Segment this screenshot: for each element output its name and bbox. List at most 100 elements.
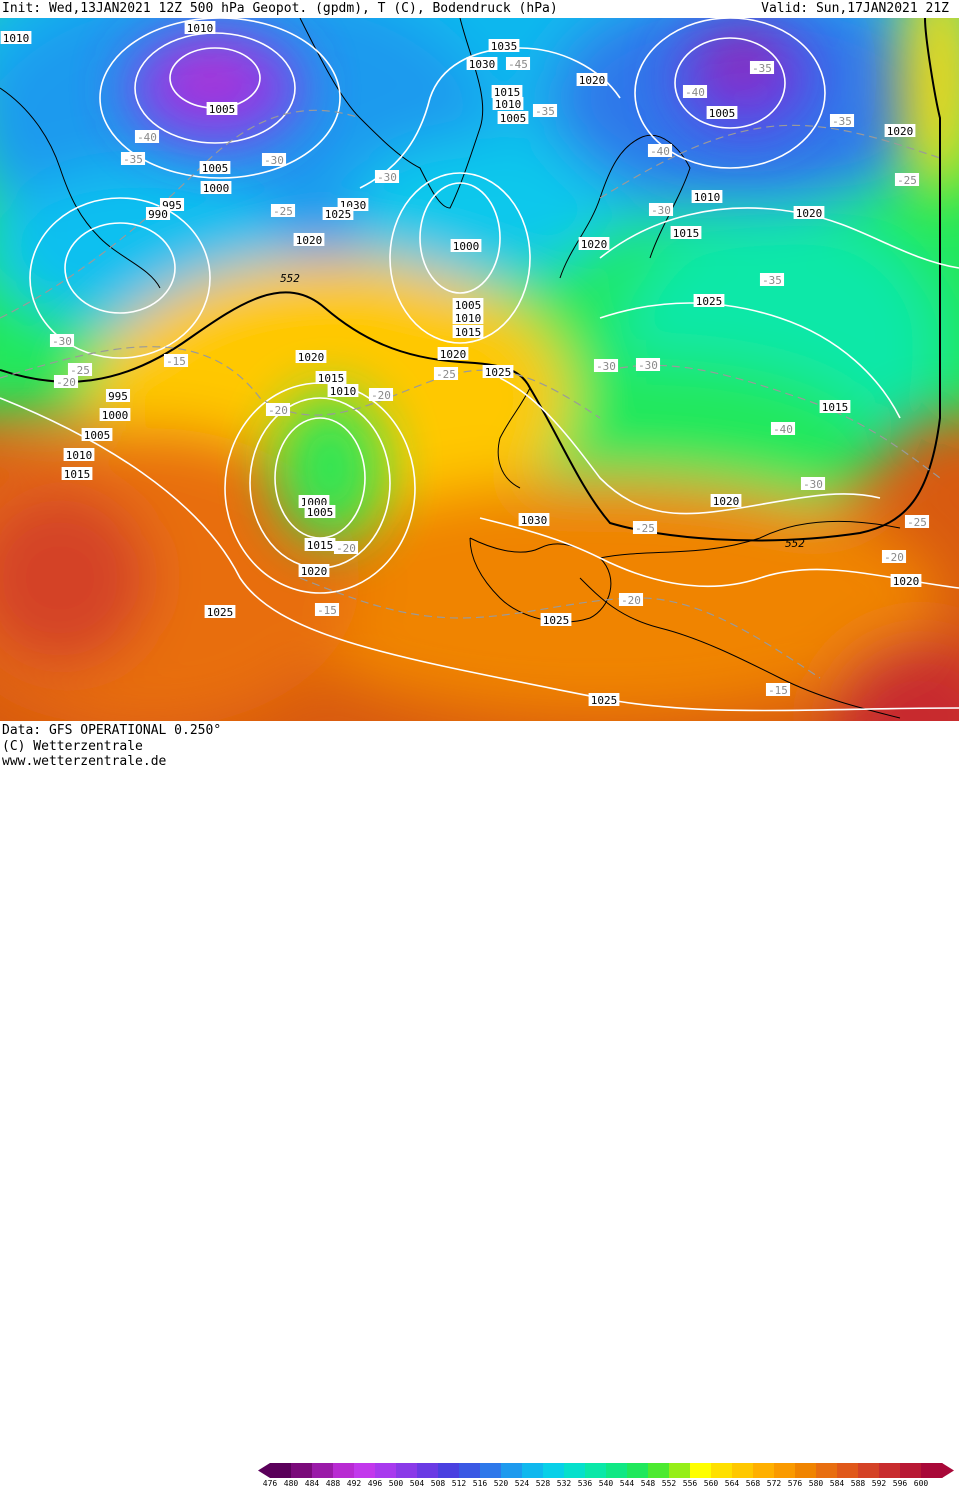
pressure-label-box [884,124,916,137]
geopotential-fill [0,18,959,721]
pressure-label: 1020 [710,494,742,508]
temperature-label: -30 [374,170,400,184]
temperature-label-box [904,515,930,528]
pressure-label-box [145,207,171,220]
temperature-label: -30 [635,358,661,372]
pressure-label-text: 1020 [887,125,914,138]
valid-time-text: Valid: Sun,17JAN2021 21Z [761,1,949,16]
pressure-label-box [693,294,725,307]
pressure-label-box [890,574,922,587]
pressure-label-box [437,347,469,360]
pressure-label-text: 1005 [307,506,334,519]
temperature-label-text: -30 [638,359,658,372]
pressure-label-text: 1010 [3,32,30,45]
geopotential-label: 552 [280,272,300,285]
colorbar-segment [312,1463,334,1478]
colorbar-segment [375,1463,397,1478]
pressure-label-text: 1025 [485,366,512,379]
temperature-label-box [618,593,644,606]
pressure-label-text: 1010 [495,98,522,111]
temperature-label: -35 [120,152,146,166]
geopotential-label-text: 552 [785,537,805,550]
pressure-label: 1015 [304,538,336,552]
pressure-label-text: 1015 [822,401,849,414]
temperature-label-box [53,375,79,388]
temperature-label-box [894,173,920,186]
geopotential-552-line [0,18,941,542]
pressure-label-text: 1010 [66,449,93,462]
colorbar-segment [753,1463,775,1478]
pressure-label: 1005 [452,298,484,312]
pressure-label-text: 1020 [893,575,920,588]
colorbar-tick: 528 [535,1479,551,1488]
temperature-label: -20 [333,541,359,555]
colorbar-tick: 492 [346,1479,362,1488]
pressure-label: 1010 [327,384,359,398]
temperature-label-text: -35 [123,153,143,166]
pressure-label: 1005 [199,161,231,175]
pressure-label-text: 1010 [330,385,357,398]
pressure-label-box [206,102,238,115]
colorbar-tick: 488 [325,1479,341,1488]
pressure-label-text: 1030 [469,58,496,71]
pressure-label: 1030 [466,57,498,71]
temperature-label: -35 [749,61,775,75]
temperature-label: -15 [765,683,791,697]
temperature-label-box [770,422,796,435]
temperature-label: -45 [505,57,531,71]
colorbar-segment [480,1463,502,1478]
temperature-label-box [647,144,673,157]
pressure-label-text: 1010 [187,22,214,35]
temperature-label-box [829,114,855,127]
pressure-label: 1015 [61,467,93,481]
colorbar-segment [606,1463,628,1478]
pressure-label-text: 1025 [696,295,723,308]
temperature-label-box [505,57,531,70]
temperature-label-text: -20 [621,594,641,607]
pressure-label-box [588,693,620,706]
pressure-label-box [105,389,131,402]
pressure-label: 1005 [304,505,336,519]
temperature-label-text: -20 [268,404,288,417]
weather-map-canvas: 1010101010051005100099599010301025102010… [0,18,959,721]
colorbar-tick: 580 [808,1479,824,1488]
pressure-label-box [295,350,327,363]
colorbar-segment [669,1463,691,1478]
temperature-labels: -35-40-35-40-25-30-35-30-30-40-30-25-20-… [49,57,930,697]
pressure-label-box [199,161,231,174]
temperature-label: -25 [270,204,296,218]
pressure-label-box [497,111,529,124]
pressure-label: 1030 [518,513,550,527]
pressure-label-box [298,564,330,577]
pressure-label-box [482,365,514,378]
colorbar-segment [837,1463,859,1478]
colorbar-segment [900,1463,922,1478]
pressure-label-box [691,190,723,203]
pressure-label: 1020 [293,233,325,247]
pressure-label-box [327,384,359,397]
temperature-label: -40 [682,85,708,99]
temperature-label: -15 [314,603,340,617]
pressure-label-box [793,206,825,219]
temperature-label-box [881,550,907,563]
temperature-label-text: -25 [70,364,90,377]
colorbar-segment [921,1463,943,1478]
pressure-label-text: 1000 [203,182,230,195]
website-link[interactable]: www.wetterzentrale.de [2,754,167,769]
pressure-label-text: 1015 [64,468,91,481]
temperature-label: -20 [881,550,907,564]
pressure-label-box [518,513,550,526]
colorbar-segment [438,1463,460,1478]
colorbar-tick: 504 [409,1479,425,1488]
temperature-label: -30 [593,359,619,373]
colorbar-segment [417,1463,439,1478]
pressure-label: 1005 [706,106,738,120]
pressure-label-box [576,73,608,86]
temperature-label: -25 [632,521,658,535]
coastlines [0,18,901,719]
pressure-label-box [304,505,336,518]
pressure-label: 1020 [793,206,825,220]
temperature-label-text: -25 [907,516,927,529]
pressure-label: 1020 [890,574,922,588]
pressure-label: 1020 [298,564,330,578]
